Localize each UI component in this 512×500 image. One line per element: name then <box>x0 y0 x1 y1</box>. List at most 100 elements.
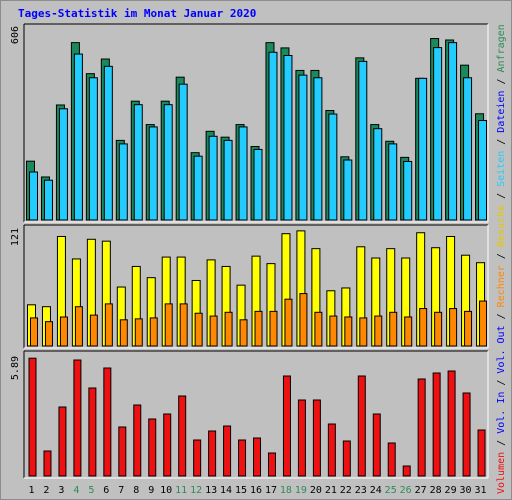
day-tick-label: 4 <box>73 485 79 496</box>
volumen-bar <box>357 375 366 477</box>
rechner-bar <box>419 308 428 347</box>
day-tick-label: 21 <box>325 485 337 496</box>
dateien-bar <box>358 60 368 221</box>
day-tick-label: 23 <box>355 485 367 496</box>
chart-title: Tages-Statistik im Monat Januar 2020 <box>18 7 257 20</box>
volumen-bar <box>118 426 127 477</box>
rechner-bar <box>104 303 113 347</box>
day-tick-label: 7 <box>118 485 124 496</box>
dateien-bar <box>133 104 143 221</box>
day-tick-label: 5 <box>88 485 94 496</box>
volumen-bar <box>267 452 276 477</box>
volumen-bar <box>417 378 426 477</box>
volumen-bar <box>223 425 232 477</box>
volumen-bar <box>193 439 202 477</box>
volume-panel-max-label: 5.89 <box>10 356 21 380</box>
dateien-bar <box>478 119 488 221</box>
dateien-bar <box>148 126 158 221</box>
hits-panel-max-label: 606 <box>10 26 21 44</box>
rechner-bar <box>194 312 203 347</box>
dateien-bar <box>29 171 38 221</box>
dateien-bar <box>238 126 248 221</box>
volumen-bar <box>133 404 142 477</box>
volumen-bar <box>148 418 157 477</box>
day-tick-label: 18 <box>280 485 292 496</box>
dateien-bar <box>298 74 308 221</box>
day-tick-label: 12 <box>190 485 202 496</box>
volumen-bar <box>253 437 262 477</box>
right-legend-entry: / <box>496 247 507 265</box>
dateien-bar <box>313 77 323 221</box>
volumen-bar <box>43 450 52 477</box>
dateien-bar <box>73 53 83 221</box>
rechner-bar <box>389 311 398 347</box>
rechner-bar <box>314 311 323 347</box>
rechner-bar <box>179 303 188 347</box>
rechner-bar <box>344 316 353 347</box>
volumen-bar <box>372 413 381 477</box>
dateien-bar <box>268 51 278 221</box>
volumen-bar <box>58 406 67 477</box>
dateien-bar <box>433 47 443 221</box>
rechner-bar <box>44 321 53 347</box>
rechner-bar <box>134 318 143 347</box>
right-legend-entry: Dateien <box>496 91 507 133</box>
right-legend-entry: Anfragen <box>496 24 507 72</box>
day-tick-label: 26 <box>400 485 412 496</box>
right-legend-entry: / <box>496 434 507 452</box>
right-legend: Volumen / Vol. In / Vol. Out / Rechner /… <box>496 24 507 494</box>
right-legend-entry: Vol. Out <box>496 325 507 373</box>
right-legend-entry: / <box>496 72 507 90</box>
day-tick-label: 24 <box>370 485 382 496</box>
volumen-bar <box>88 387 97 477</box>
dateien-bar <box>403 160 413 221</box>
rechner-bar <box>119 319 128 347</box>
rechner-bar <box>434 311 443 347</box>
volumen-bar <box>297 399 306 477</box>
volumen-bar <box>432 372 441 477</box>
dateien-bar <box>88 77 98 221</box>
dateien-bar <box>208 135 218 221</box>
day-tick-label: 27 <box>415 485 427 496</box>
volumen-bar <box>28 357 37 477</box>
day-tick-label: 25 <box>385 485 397 496</box>
day-tick-label: 31 <box>474 485 486 496</box>
dateien-bar <box>373 128 383 221</box>
rechner-bar <box>30 317 38 347</box>
day-tick-label: 3 <box>58 485 64 496</box>
rechner-bar <box>224 311 233 347</box>
right-legend-entry: Rechner <box>496 265 507 307</box>
volumen-bar <box>73 359 82 477</box>
right-legend-entry: / <box>496 187 507 205</box>
rechner-bar <box>164 303 173 347</box>
day-tick-label: 19 <box>295 485 307 496</box>
right-legend-entry: / <box>496 133 507 151</box>
day-tick-label: 1 <box>28 485 34 496</box>
day-tick-label: 8 <box>133 485 139 496</box>
right-legend-entry: Besuche <box>496 205 507 247</box>
day-tick-label: 14 <box>220 485 232 496</box>
volumen-bar <box>402 465 411 477</box>
day-tick-label: 30 <box>460 485 472 496</box>
rechner-bar <box>374 315 383 347</box>
day-tick-label: 11 <box>175 485 187 496</box>
right-legend-entry: / <box>496 374 507 392</box>
dateien-bar <box>418 77 428 221</box>
volumen-bar <box>282 375 291 477</box>
volumen-bar <box>327 423 336 477</box>
rechner-bar <box>479 300 488 347</box>
rechner-bar <box>269 310 278 347</box>
day-tick-label: 6 <box>103 485 109 496</box>
volumen-bar <box>238 439 247 477</box>
rechner-bar <box>209 315 218 347</box>
visits-panel-max-label: 121 <box>10 228 21 246</box>
volumen-bar <box>447 370 456 477</box>
dateien-bar <box>178 83 188 221</box>
dateien-bar <box>448 42 458 221</box>
day-tick-label: 20 <box>310 485 322 496</box>
rechner-bar <box>239 319 248 347</box>
rechner-bar <box>329 315 338 347</box>
volumen-bar <box>103 367 112 477</box>
volumen-bar <box>462 392 471 477</box>
dateien-bar <box>463 77 473 221</box>
